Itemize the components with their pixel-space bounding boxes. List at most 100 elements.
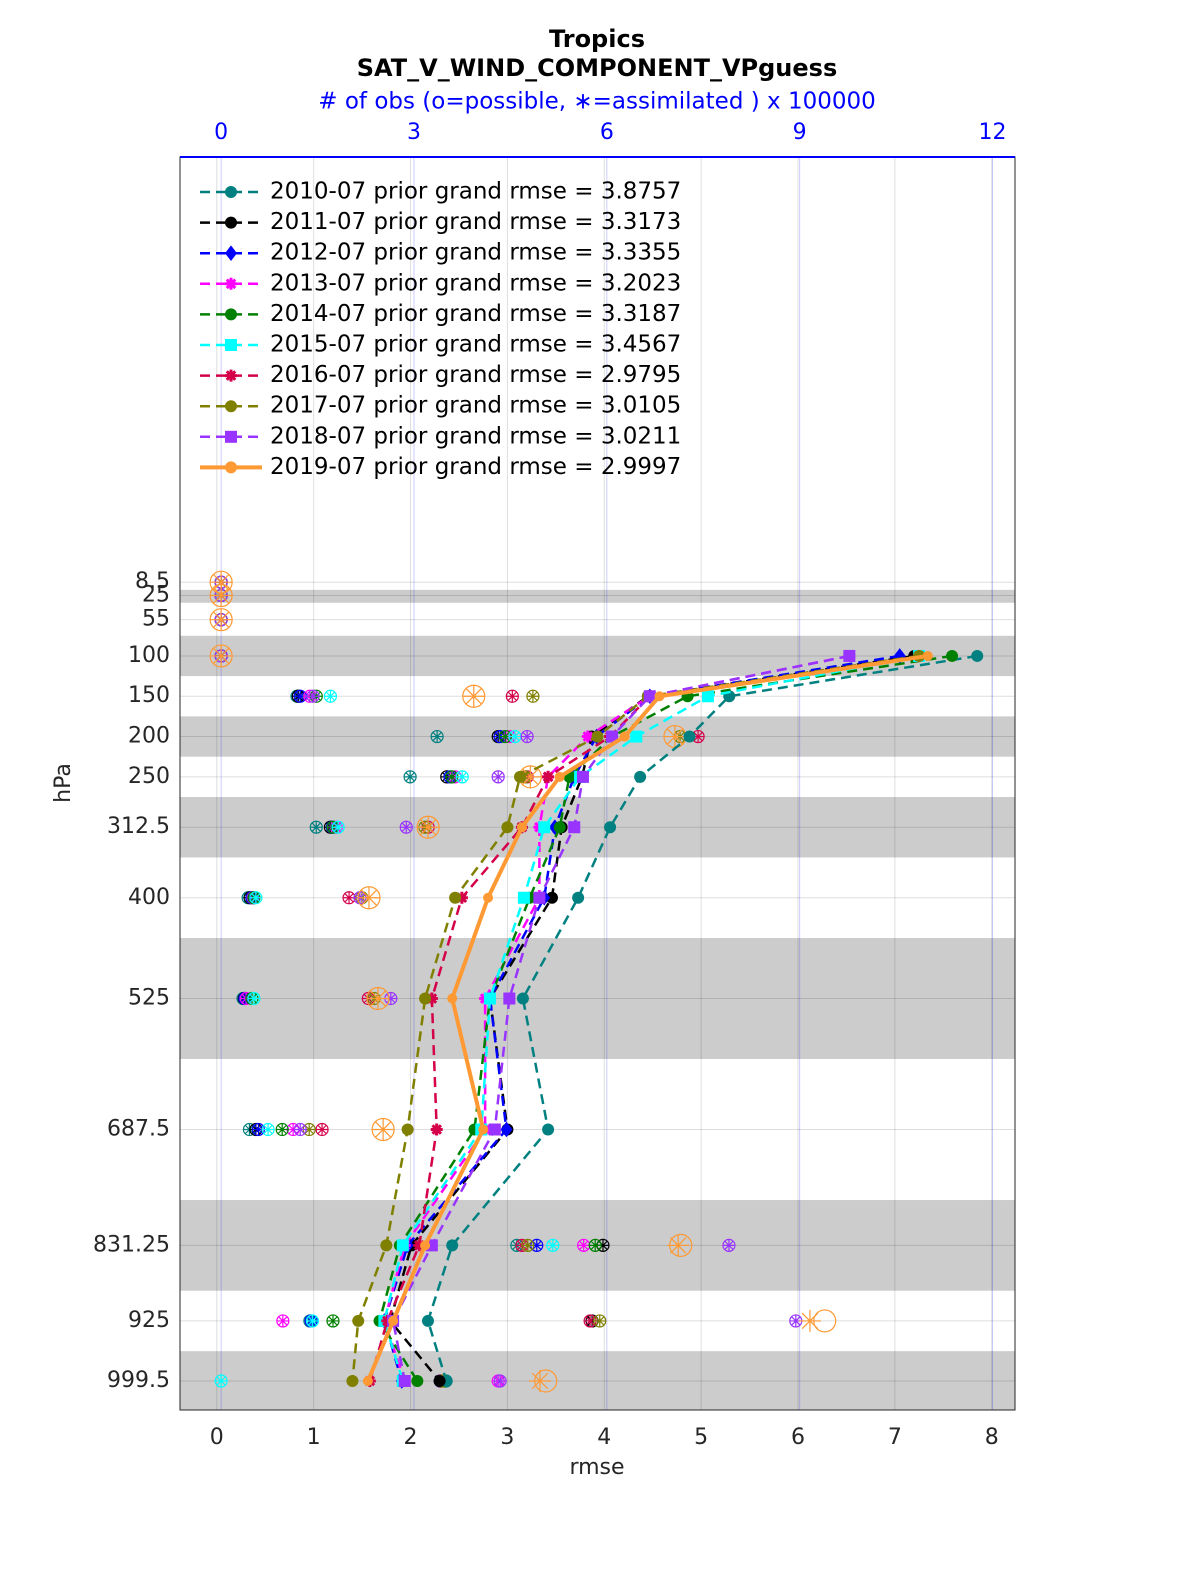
marker <box>411 1374 424 1387</box>
marker <box>483 892 494 903</box>
marker <box>581 730 594 743</box>
legend-label: 2012-07 prior grand rmse = 3.3355 <box>270 240 681 266</box>
marker <box>683 730 696 743</box>
chart-subtitle: SAT_V_WIND_COMPONENT_VPguess <box>357 54 837 82</box>
obs-assimilated-marker <box>722 1239 735 1252</box>
obs-assimilated-marker <box>303 1123 316 1136</box>
marker <box>483 992 496 1005</box>
obs-assimilated-marker <box>384 992 397 1005</box>
marker <box>501 821 514 834</box>
marker <box>654 691 665 702</box>
obs-assimilated-marker <box>492 770 505 783</box>
shaded-band <box>180 589 1015 603</box>
legend-marker <box>225 339 237 351</box>
obs-assimilated-marker <box>521 1239 534 1252</box>
y-tick-label: 687.5 <box>107 1116 170 1141</box>
obs-assimilated-marker <box>445 770 458 783</box>
marker <box>572 891 585 904</box>
obs-assimilated-marker <box>276 1314 289 1327</box>
marker <box>946 649 959 662</box>
marker <box>568 821 581 834</box>
x-tick-label: 6 <box>791 1425 805 1450</box>
obs-assimilated-marker <box>789 1314 802 1327</box>
x2-axis-label: # of obs (o=possible, ∗=assimilated ) x … <box>318 89 876 115</box>
x-tick-label: 5 <box>694 1425 708 1450</box>
obs-assimilated-marker <box>462 685 485 708</box>
marker <box>576 770 589 783</box>
marker <box>701 690 714 703</box>
legend-marker <box>225 369 237 382</box>
x-tick-label: 3 <box>500 1425 514 1450</box>
obs-assimilated-marker <box>262 1123 275 1136</box>
obs-assimilated-marker <box>528 1369 551 1392</box>
legend-marker <box>225 430 237 443</box>
marker <box>488 1123 501 1136</box>
marker <box>380 1239 393 1252</box>
marker <box>421 1314 434 1327</box>
x2-tick-label: 12 <box>979 120 1007 145</box>
marker <box>401 1123 414 1136</box>
marker <box>413 1239 426 1252</box>
obs-assimilated-marker <box>431 730 444 743</box>
x2-tick-label: 3 <box>407 120 421 145</box>
obs-assimilated-marker <box>584 1314 597 1327</box>
obs-assimilated-marker <box>404 770 417 783</box>
y-tick-label: 525 <box>128 986 170 1011</box>
marker <box>398 1374 411 1387</box>
obs-assimilated-marker <box>276 1123 289 1136</box>
legend-label: 2017-07 prior grand rmse = 3.0105 <box>270 393 681 419</box>
marker <box>503 992 516 1005</box>
marker <box>396 1239 409 1252</box>
obs-assimilated-marker <box>499 730 512 743</box>
legend-marker <box>225 400 237 413</box>
marker <box>542 770 555 783</box>
marker <box>922 650 933 661</box>
marker <box>388 1315 399 1326</box>
obs-assimilated-marker <box>316 1123 329 1136</box>
marker <box>630 730 643 743</box>
y-tick-label: 831.25 <box>93 1232 170 1257</box>
x2-axis-line <box>180 156 1015 158</box>
obs-assimilated-marker <box>287 1123 300 1136</box>
obs-assimilated-marker <box>519 765 542 788</box>
series-line <box>426 654 978 1382</box>
legend-marker <box>225 216 237 229</box>
obs-assimilated-marker <box>249 891 262 904</box>
marker <box>478 1124 489 1135</box>
obs-assimilated-marker <box>306 1314 319 1327</box>
legend-marker <box>225 461 237 474</box>
obs-assimilated-marker <box>324 690 337 703</box>
obs-assimilated-marker <box>417 816 440 839</box>
obs-assimilated-marker <box>596 1239 609 1252</box>
x-tick-label: 2 <box>404 1425 418 1450</box>
x2-tick-label: 6 <box>600 120 614 145</box>
y-tick-label: 250 <box>128 764 170 789</box>
y-tick-label: 400 <box>128 885 170 910</box>
obs-assimilated-marker <box>400 821 413 834</box>
obs-assimilated-marker <box>372 1118 395 1141</box>
marker <box>533 891 546 904</box>
marker <box>346 1374 359 1387</box>
marker <box>433 1374 446 1387</box>
marker <box>447 993 458 1004</box>
marker <box>420 1240 431 1251</box>
marker <box>545 891 558 904</box>
shaded-band <box>180 938 1015 1059</box>
x-tick-label: 8 <box>985 1425 999 1450</box>
obs-assimilated-marker <box>667 1234 690 1257</box>
marker <box>634 770 647 783</box>
obs-assimilated-marker <box>589 1239 602 1252</box>
y-tick-label: 100 <box>128 643 170 668</box>
legend-label: 2015-07 prior grand rmse = 3.4567 <box>270 332 681 358</box>
y-tick-label: 200 <box>128 724 170 749</box>
marker <box>538 821 551 834</box>
marker <box>516 992 529 1005</box>
obs-assimilated-marker <box>506 690 519 703</box>
shaded-band <box>180 1351 1015 1410</box>
y-tick-label: 925 <box>128 1308 170 1333</box>
obs-assimilated-marker <box>294 690 307 703</box>
marker <box>516 822 527 833</box>
obs-assimilated-marker <box>252 1123 265 1136</box>
